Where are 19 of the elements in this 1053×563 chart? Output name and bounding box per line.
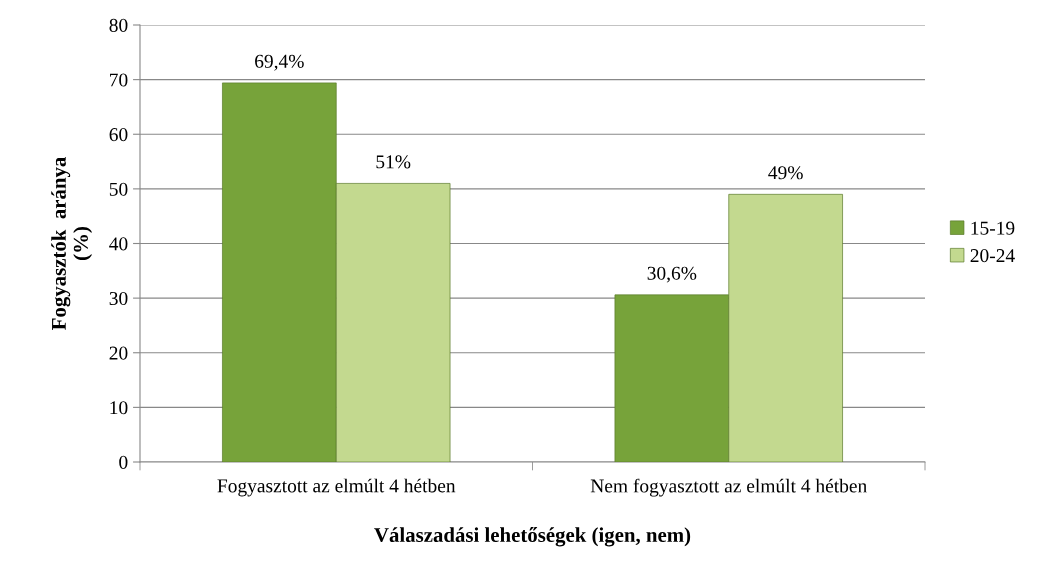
y-tick-label: 80 xyxy=(109,18,128,32)
y-tick-label: 0 xyxy=(119,455,128,469)
y-axis-title: Fogyasztók aránya (%) xyxy=(51,157,93,330)
y-tick-label: 70 xyxy=(110,73,128,87)
legend-label: 20-24 xyxy=(970,249,1015,263)
legend-label: 15-19 xyxy=(971,221,1015,235)
y-tick-label: 50 xyxy=(109,182,128,196)
x-tick-label: Nem fogyasztott az elmúlt 4 hétben xyxy=(590,478,867,497)
data-label: 30,6% xyxy=(647,266,697,283)
y-tick-label: 40 xyxy=(109,237,128,251)
y-tick-label: 10 xyxy=(110,401,128,415)
x-tick-label: Fogyasztott az elmúlt 4 hétben xyxy=(217,478,456,497)
data-label: 49% xyxy=(768,166,803,180)
y-tick-label: 20 xyxy=(109,346,128,360)
data-label: 69,4% xyxy=(255,54,304,71)
y-tick-label: 30 xyxy=(109,291,128,306)
data-label: 51% xyxy=(376,155,411,169)
x-axis-title: Válaszadási lehetőségek (igen, nem) xyxy=(374,527,691,547)
y-tick-label: 60 xyxy=(109,128,128,142)
